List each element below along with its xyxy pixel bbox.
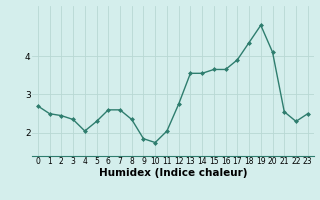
X-axis label: Humidex (Indice chaleur): Humidex (Indice chaleur)	[99, 168, 247, 178]
